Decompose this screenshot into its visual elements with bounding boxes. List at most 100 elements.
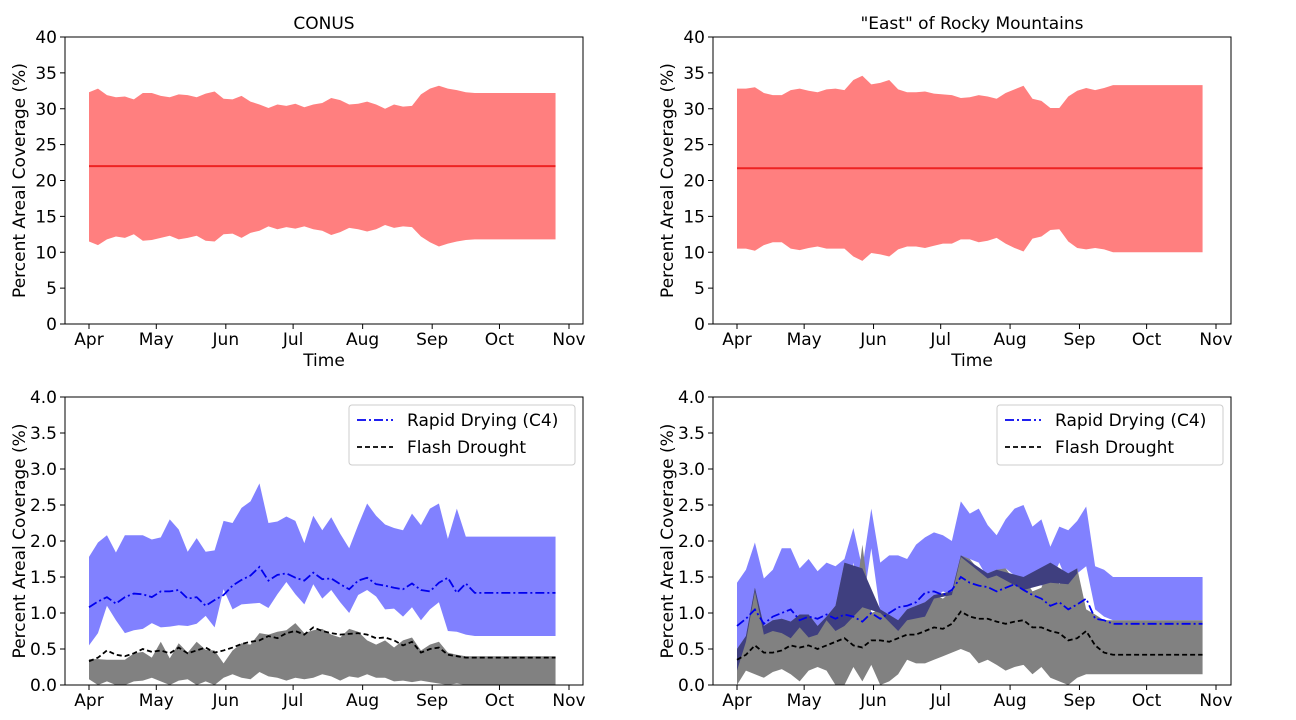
x-tick-label: Oct — [485, 691, 515, 711]
legend: Rapid Drying (C4) Flash Drought — [348, 404, 576, 466]
x-tick-label: Sep — [1063, 330, 1095, 350]
x-tick-label: Nov — [1199, 330, 1232, 350]
series-line-1 — [736, 575, 1203, 627]
chart-title: CONUS — [293, 14, 354, 34]
y-tick-label: 1.5 — [678, 568, 705, 588]
chart-panel-2: 0 5 10 15 20 25 30 35 40 Apr May Jun Jul Aug Sep Oct Nov… — [658, 14, 1233, 371]
y-tick-label: 0.5 — [30, 640, 57, 660]
y-tick-label: 0.5 — [678, 640, 705, 660]
x-tick-label: Jul — [929, 330, 951, 350]
y-axis-label: Percent Areal Coverage (%) — [658, 63, 678, 298]
y-tick-label: 35 — [35, 64, 57, 84]
y-tick-label: 3.0 — [678, 460, 705, 480]
series-line-1 — [88, 565, 556, 608]
y-axis-label: Percent Areal Coverage (%) — [658, 424, 678, 659]
y-axis-label: Percent Areal Coverage (%) — [10, 63, 30, 298]
y-tick-label: 40 — [35, 28, 57, 48]
y-tick-label: 15 — [683, 207, 705, 227]
x-tick-label: Nov — [552, 330, 585, 350]
x-tick-label: Aug — [346, 330, 379, 350]
x-tick-label: Oct — [485, 330, 515, 350]
chart-panel-1: 0 5 10 15 20 25 30 35 40 Apr May Jun Jul Aug Sep Oct Nov… — [10, 14, 586, 371]
x-tick-label: May — [139, 330, 174, 350]
x-tick-label: Aug — [346, 691, 379, 711]
y-tick-label: 1.0 — [30, 604, 57, 624]
y-tick-label: 25 — [35, 136, 57, 156]
x-tick-label: Jul — [282, 330, 304, 350]
y-tick-label: 20 — [35, 172, 57, 192]
x-tick-label: Nov — [552, 691, 585, 711]
y-tick-label: 40 — [683, 28, 705, 48]
legend: Rapid Drying (C4) Flash Drought — [996, 404, 1224, 466]
legend-label: Rapid Drying (C4) — [407, 411, 558, 431]
x-tick-label: Sep — [416, 330, 448, 350]
chart-title: "East" of Rocky Mountains — [860, 14, 1083, 34]
plot-area — [89, 85, 556, 247]
x-tick-label: Jun — [859, 330, 887, 350]
x-tick-label: Jun — [859, 691, 887, 711]
y-tick-label: 0.0 — [30, 676, 57, 696]
y-tick-label: 2.5 — [30, 496, 57, 516]
x-tick-label: Apr — [722, 330, 751, 350]
x-tick-label: Apr — [722, 691, 751, 711]
plot-area — [737, 75, 1203, 261]
y-tick-label: 1.0 — [678, 604, 705, 624]
plot-area — [736, 501, 1203, 685]
y-tick-label: 2.0 — [30, 532, 57, 552]
legend-box — [996, 404, 1224, 466]
x-axis-label: Time — [302, 351, 345, 371]
x-tick-label: Sep — [416, 691, 448, 711]
x-axis-label: Time — [950, 351, 993, 371]
series-band-2 — [737, 544, 1203, 685]
series-band-1 — [737, 501, 1203, 671]
x-tick-label: Oct — [1132, 691, 1162, 711]
y-tick-label: 2.0 — [678, 532, 705, 552]
series-line-2 — [88, 626, 556, 663]
x-tick-label: Jul — [282, 691, 304, 711]
series-line-2 — [736, 610, 1203, 661]
y-tick-label: 4.0 — [30, 388, 57, 408]
x-tick-label: Apr — [74, 691, 103, 711]
y-tick-label: 25 — [683, 136, 705, 156]
x-tick-label: Jun — [212, 330, 240, 350]
x-tick-label: Jun — [212, 691, 240, 711]
x-tick-label: Jul — [929, 691, 951, 711]
y-tick-label: 1.5 — [30, 568, 57, 588]
y-tick-label: 15 — [35, 207, 57, 227]
legend-label: Flash Drought — [407, 438, 526, 458]
y-tick-label: 10 — [683, 243, 705, 263]
y-tick-label: 3.5 — [678, 424, 705, 444]
plot-area — [88, 483, 556, 685]
x-tick-label: Sep — [1063, 691, 1095, 711]
y-tick-label: 30 — [35, 100, 57, 120]
series-band-overlap — [737, 555, 1078, 671]
chart-panel-3: 0.0 0.5 1.0 1.5 2.0 2.5 3.0 3.5 4.0 Apr May Jun Jul A… — [10, 388, 586, 711]
y-tick-label: 3.0 — [30, 460, 57, 480]
y-tick-label: 35 — [683, 64, 705, 84]
y-axis-label: Percent Areal Coverage (%) — [10, 424, 30, 659]
legend-label: Flash Drought — [1055, 438, 1174, 458]
x-tick-label: Apr — [74, 330, 103, 350]
y-tick-label: 0 — [46, 315, 57, 335]
y-tick-label: 2.5 — [678, 496, 705, 516]
y-tick-label: 5 — [46, 279, 57, 299]
x-tick-label: Oct — [1132, 330, 1162, 350]
series-band-2 — [89, 623, 556, 685]
x-tick-label: May — [787, 330, 822, 350]
y-tick-label: 30 — [683, 100, 705, 120]
y-tick-label: 0 — [694, 315, 705, 335]
legend-label: Rapid Drying (C4) — [1055, 411, 1206, 431]
y-tick-label: 0.0 — [678, 676, 705, 696]
series-band-1 — [89, 483, 556, 646]
y-tick-label: 4.0 — [678, 388, 705, 408]
y-tick-label: 3.5 — [30, 424, 57, 444]
x-tick-label: May — [139, 691, 174, 711]
y-tick-label: 5 — [694, 279, 705, 299]
x-tick-label: Aug — [993, 330, 1026, 350]
y-tick-label: 10 — [35, 243, 57, 263]
chart-panel-4: 0.0 0.5 1.0 1.5 2.0 2.5 3.0 3.5 4.0 Apr May Jun Jul A… — [658, 388, 1233, 711]
x-tick-label: Nov — [1199, 691, 1232, 711]
x-tick-label: May — [787, 691, 822, 711]
x-tick-label: Aug — [993, 691, 1026, 711]
